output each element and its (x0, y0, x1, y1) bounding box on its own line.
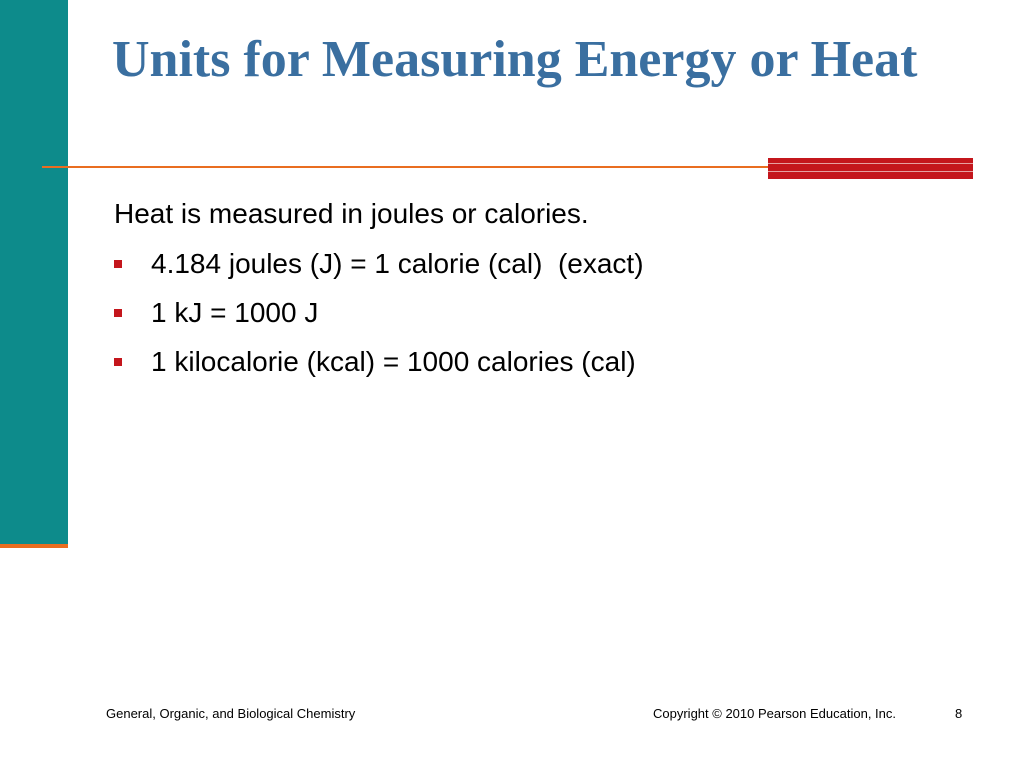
slide-title: Units for Measuring Energy or Heat (112, 31, 918, 88)
bullet-text: 1 kJ = 1000 J (151, 297, 319, 328)
square-bullet-icon (114, 309, 122, 317)
bullet-text: 4.184 joules (J) = 1 calorie (cal) (exac… (151, 248, 644, 279)
left-bar-orange-line (0, 544, 68, 548)
lead-text: Heat is measured in joules or calories. (114, 198, 589, 229)
slide-page-number: 8 (955, 706, 963, 721)
square-bullet-icon (114, 358, 122, 366)
footer-course-title: General, Organic, and Biological Chemist… (106, 706, 356, 721)
title-accent-block (768, 158, 973, 179)
bullet-list: 4.184 joules (J) = 1 calorie (cal) (exac… (114, 246, 644, 393)
bullet-item: 4.184 joules (J) = 1 calorie (cal) (exac… (114, 246, 644, 295)
title-underline-rule (42, 166, 770, 168)
square-bullet-icon (114, 260, 122, 268)
bullet-item: 1 kilocalorie (kcal) = 1000 calories (ca… (114, 344, 644, 393)
footer-copyright: Copyright © 2010 Pearson Education, Inc. (653, 706, 897, 721)
bullet-item: 1 kJ = 1000 J (114, 295, 644, 344)
left-teal-bar (0, 0, 68, 546)
bullet-text: 1 kilocalorie (kcal) = 1000 calories (ca… (151, 346, 636, 377)
